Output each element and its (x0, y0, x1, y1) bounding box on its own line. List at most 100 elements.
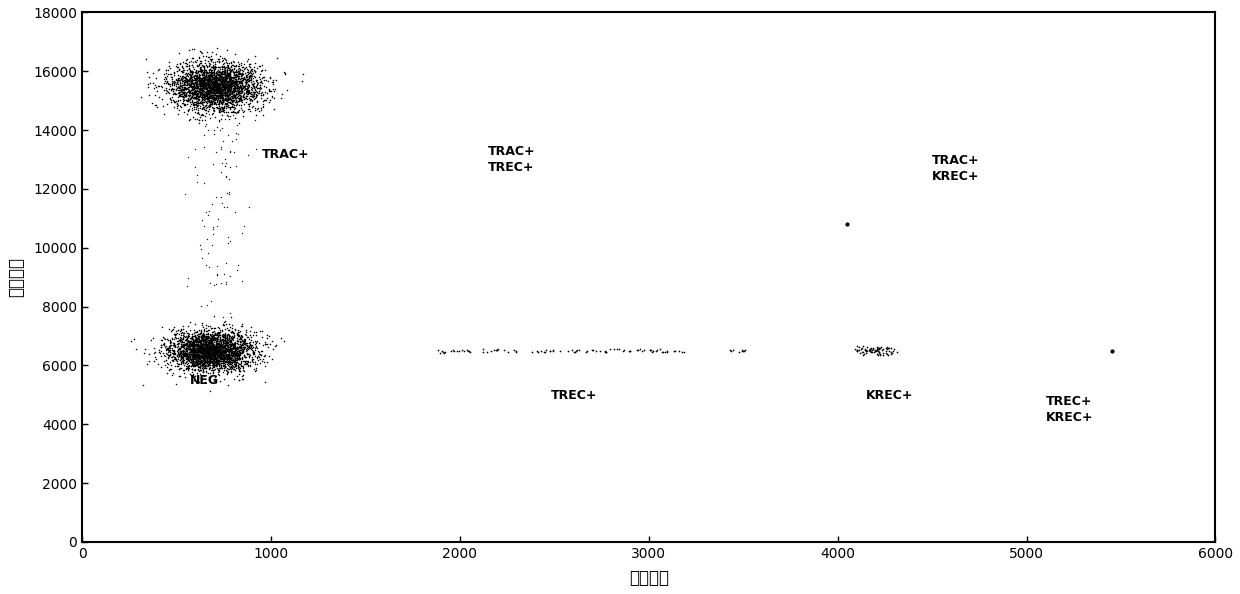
Point (200, 350, 219, 359)
Point (212, 144, 232, 154)
Point (181, 365, 201, 374)
Point (206, 339, 226, 349)
Point (187, 86, 207, 95)
Point (233, 346, 253, 356)
Point (222, 351, 242, 361)
Point (234, 336, 254, 345)
Point (267, 53, 286, 62)
Point (186, 347, 206, 357)
Point (175, 108, 195, 117)
Point (198, 95, 218, 105)
Point (207, 75, 227, 85)
Point (180, 337, 200, 346)
Point (195, 89, 215, 99)
Point (205, 72, 224, 82)
Point (203, 333, 223, 342)
Point (174, 350, 193, 360)
Point (217, 345, 237, 354)
Point (236, 78, 255, 87)
Point (224, 107, 244, 116)
Point (208, 82, 228, 91)
Point (239, 334, 259, 343)
Point (213, 81, 233, 91)
Point (244, 78, 264, 88)
Point (212, 355, 232, 364)
Point (221, 340, 241, 349)
Point (174, 328, 193, 337)
Point (224, 73, 244, 83)
Point (190, 369, 210, 379)
Point (206, 345, 226, 355)
Point (200, 82, 219, 91)
Point (207, 77, 227, 86)
Point (228, 375, 248, 384)
Point (208, 73, 228, 83)
Point (165, 330, 185, 340)
Point (181, 357, 201, 366)
Point (202, 363, 222, 372)
Point (208, 347, 228, 357)
Point (203, 334, 223, 344)
Point (205, 77, 224, 86)
Point (170, 360, 190, 369)
Point (180, 339, 200, 349)
Point (188, 119, 208, 128)
Point (205, 93, 224, 103)
Point (215, 355, 234, 364)
Point (201, 341, 221, 350)
Point (208, 103, 228, 113)
Point (207, 69, 227, 78)
Point (174, 349, 193, 359)
Point (190, 336, 210, 346)
Point (187, 90, 207, 100)
Point (190, 84, 210, 93)
Point (239, 95, 259, 105)
Point (200, 347, 219, 356)
Point (176, 84, 196, 94)
Point (203, 79, 223, 89)
Point (196, 348, 216, 358)
Point (219, 356, 239, 365)
Point (216, 66, 236, 75)
Point (184, 369, 203, 378)
Point (193, 346, 213, 356)
Point (195, 79, 215, 89)
Point (218, 82, 238, 91)
Point (182, 82, 202, 91)
Point (195, 358, 215, 367)
Point (211, 80, 231, 90)
Point (193, 352, 213, 362)
Point (222, 334, 242, 344)
Point (201, 333, 221, 342)
Point (195, 352, 215, 361)
Point (228, 61, 248, 70)
Point (182, 349, 202, 359)
Point (254, 95, 274, 105)
Point (210, 96, 229, 106)
Point (206, 81, 226, 91)
Point (212, 330, 232, 340)
Point (231, 71, 250, 81)
Point (172, 84, 192, 94)
Point (229, 83, 249, 93)
Point (243, 347, 263, 357)
Point (228, 359, 248, 369)
Point (187, 81, 207, 90)
Point (212, 352, 232, 361)
Point (213, 96, 233, 105)
Point (244, 349, 264, 358)
Point (486, 345, 506, 355)
Point (215, 332, 234, 342)
Point (208, 103, 228, 112)
Point (430, 348, 450, 358)
Point (216, 96, 236, 105)
Point (184, 359, 203, 368)
Point (193, 346, 213, 355)
Point (216, 99, 236, 109)
Point (166, 74, 186, 84)
Point (197, 342, 217, 351)
Point (200, 109, 219, 119)
Point (190, 341, 210, 350)
Point (206, 336, 226, 345)
Point (169, 89, 188, 98)
